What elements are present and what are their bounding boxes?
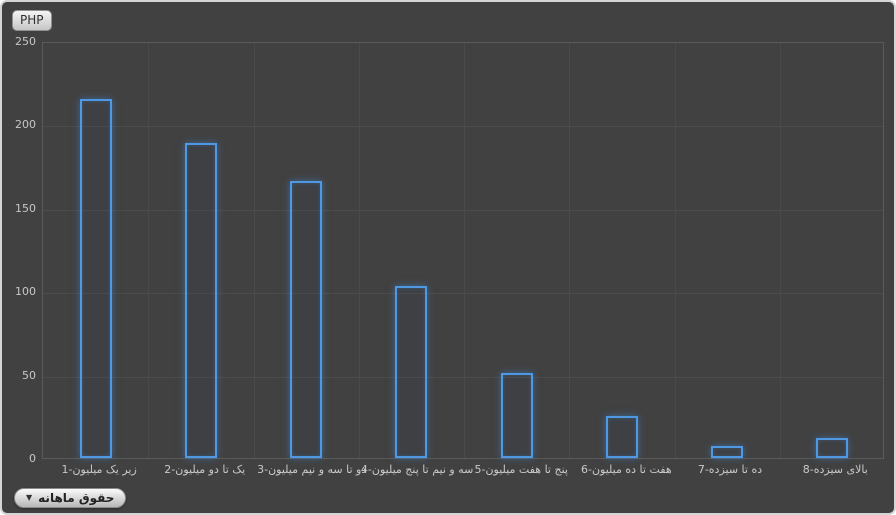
bar-5[interactable] xyxy=(500,372,533,458)
x-category-label: 3-دو تا سه و نیم میلیون xyxy=(257,463,367,476)
gridline-horizontal xyxy=(43,126,883,128)
bar-1[interactable] xyxy=(79,99,112,458)
bar-2[interactable] xyxy=(184,142,217,458)
gridline-horizontal xyxy=(43,376,883,378)
plot-area xyxy=(42,42,884,459)
y-tick-label: 150 xyxy=(15,201,36,215)
x-category-label: 4-سه و نیم تا پنج میلیون xyxy=(360,463,474,476)
x-category-label: 2-یک تا دو میلیون xyxy=(164,463,246,476)
dropdown-label: حقوق ماهانه xyxy=(38,491,115,505)
x-category-label: 8-بالای سیزده xyxy=(802,463,868,476)
y-tick-label: 50 xyxy=(22,368,36,382)
y-tick-label: 0 xyxy=(29,452,36,465)
bar-6[interactable] xyxy=(605,416,638,458)
gridline-vertical xyxy=(569,43,571,458)
gridline-horizontal xyxy=(43,293,883,295)
chevron-down-icon: ▼ xyxy=(26,493,33,502)
bar-8[interactable] xyxy=(816,437,849,458)
y-tick-label: 200 xyxy=(15,118,36,132)
gridline-vertical xyxy=(674,43,676,458)
gridline-vertical xyxy=(464,43,465,458)
y-tick-label: 100 xyxy=(15,285,36,299)
gridline-horizontal xyxy=(43,209,883,211)
x-category-label: 7-ده تا سیزده xyxy=(697,463,763,476)
gridline-vertical xyxy=(358,43,360,458)
y-tick-label: 250 xyxy=(15,35,36,48)
x-category-label: 1-زیر یک میلیون xyxy=(61,463,137,476)
gridline-vertical xyxy=(253,43,255,458)
currency-badge[interactable]: PHP xyxy=(12,10,52,31)
gridline-vertical xyxy=(148,43,150,458)
chart-selector-dropdown[interactable]: ▼ حقوق ماهانه xyxy=(14,488,127,508)
bar-7[interactable] xyxy=(711,446,744,458)
bar-3[interactable] xyxy=(290,181,323,458)
bar-4[interactable] xyxy=(395,286,428,458)
x-category-label: 6-هفت تا ده میلیون xyxy=(580,463,672,476)
gridline-vertical xyxy=(779,43,781,458)
x-category-label: 5-پنج تا هفت میلیون xyxy=(474,463,568,476)
